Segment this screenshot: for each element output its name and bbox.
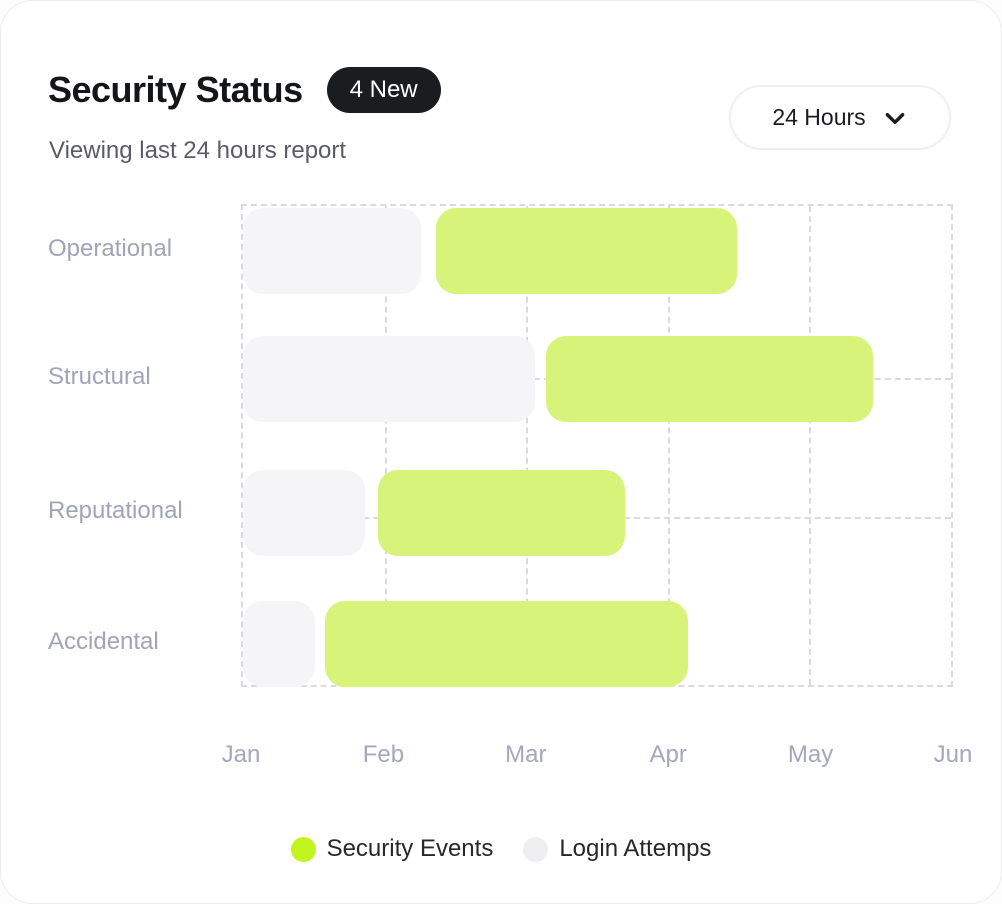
bar-login-attemps-operational [243,208,422,294]
plot-area [241,204,953,687]
page-title: Security Status [48,69,303,111]
legend: Security Events Login Attemps [1,835,1001,863]
header: Security Status 4 New [48,67,441,114]
legend-item-login-attemps: Login Attemps [523,835,711,863]
category-label-accidental: Accidental [48,628,159,655]
x-tick-label-may: May [787,741,834,768]
new-count-badge: 4 New [326,67,441,114]
category-label-structural: Structural [48,363,151,390]
month-gridline [667,206,670,685]
legend-dot-icon [290,836,316,862]
x-axis-month-labels: Jan Feb Mar Apr May Jun [222,741,973,771]
month-gridline [526,206,529,685]
x-tick-label-jan: Jan [221,741,261,768]
legend-item-security-events: Security Events [290,835,494,863]
legend-label: Login Attemps [559,835,712,862]
category-label-reputational: Reputational [48,497,183,524]
bar-security-events-operational [435,208,738,294]
bar-login-attemps-reputational [243,470,365,556]
legend-dot-icon [523,836,549,862]
x-tick-label-mar: Mar [505,741,547,768]
bar-security-events-accidental [325,601,688,687]
x-tick-label-feb: Feb [362,741,405,768]
bar-login-attemps-structural [243,336,535,422]
bar-security-events-reputational [377,470,626,556]
bar-security-events-structural [546,336,874,422]
x-tick-label-jun: Jun [933,741,973,768]
month-gridline [809,206,812,685]
y-axis-category-labels: Operational Structural Reputational Acciden… [48,204,228,687]
legend-label: Security Events [326,835,494,862]
bar-login-attemps-accidental [243,601,316,687]
time-range-value: 24 Hours [772,104,866,130]
category-label-operational: Operational [48,235,173,262]
time-range-dropdown[interactable]: 24 Hours [729,85,951,150]
chevron-down-icon [882,105,908,131]
subtitle: Viewing last 24 hours report [49,137,347,164]
month-gridline [384,206,387,685]
x-tick-label-apr: Apr [649,741,687,768]
